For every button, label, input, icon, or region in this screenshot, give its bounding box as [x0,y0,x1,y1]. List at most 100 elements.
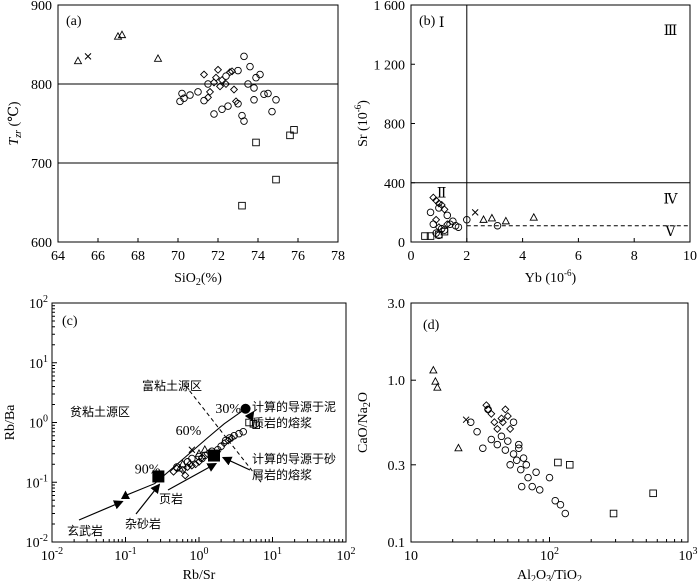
panel-label: (d) [423,318,440,333]
data-point-circle [426,208,435,217]
tick-label: 66 [91,249,105,264]
tick-label: 72 [211,249,225,264]
data-point-cross [84,52,92,60]
tick-label: 70 [171,249,185,264]
tick-label: 64 [51,249,65,264]
tick-label: 900 [31,0,52,14]
tick-label: 400 [384,177,405,192]
data-point-circle [463,216,471,224]
data-point-diamond [490,418,499,427]
data-point-triangle [153,53,163,62]
annotation-clay-rich: 富粘土源区 [142,378,202,393]
x-axis-label: Yb (10-6) [525,268,577,286]
data-point-triangle [529,212,539,221]
data-point-filled-square [152,470,165,483]
data-point-square [426,232,435,240]
data-point-circle [532,468,540,476]
tick-label: 0 [408,249,415,264]
data-point-circle [198,454,206,463]
data-point-circle [479,444,487,452]
region-label: Ⅰ [439,16,445,31]
percent-label: 60% [176,424,202,439]
data-point-diamond [172,464,181,473]
data-point-square [286,131,294,140]
data-point-circle [556,500,565,509]
data-point-circle [493,440,502,449]
data-point-circle [256,70,264,79]
data-point-diamond [181,471,190,480]
data-point-square [421,232,429,240]
data-point-circle [173,463,181,471]
panel-c: 10-210-2 10-1 10-1 100 100 101 101 102 102 (c) 90%… [3,294,356,581]
arrow-shale [167,462,218,491]
data-point-circle [240,52,248,61]
tick-label: 101 [29,354,48,372]
data-point-triangle [433,382,442,391]
arrow-greywacke [135,483,161,515]
data-point-circle [466,418,475,426]
data-point-circle [509,450,518,458]
tick-label: 103 [679,546,698,564]
tick-label: 78 [331,249,345,264]
data-point-circle [188,454,196,463]
data-point-triangle [431,376,440,385]
data-point-circle [528,482,536,491]
tick-label: 800 [31,78,52,93]
tick-label: 3.0 [388,297,406,312]
y-axis-label: Tzr (℃) [7,101,24,145]
data-point-circle [272,96,280,104]
data-point-diamond [185,460,194,469]
percent-label: 30% [215,402,241,417]
plot-frame [410,302,689,543]
arrow-basalt [78,500,124,521]
tick-label: 0.1 [388,536,406,551]
tick-label: 6 [575,249,582,264]
data-point-diamond [227,433,236,443]
data-point-circle [240,117,248,125]
tick-label: 10-2 [41,546,63,564]
data-point-circle [501,446,510,454]
data-point-triangle [117,30,127,39]
data-point-circle [515,440,523,449]
tick-label: 102 [337,546,356,564]
panel-b: 0 2 4 6 8 10 0 400 800 1 200 1 600 (b) Ⅰ Ⅱ Ⅲ Ⅳ Ⅴ Yb (10-6… [353,0,697,286]
data-point-circle [234,66,242,75]
data-point-diamond [497,414,506,423]
data-point-circle [545,473,554,482]
annotation-pelite-melt: 计算的导源于泥质岩的熔浆 [252,399,336,430]
data-point-diamond [215,82,225,91]
tick-label: 600 [31,236,52,251]
tick-label: 101 [263,546,282,564]
data-point-circle [435,204,443,212]
data-point-square [290,126,298,134]
data-point-circle [186,91,194,99]
data-point-triangle [501,216,511,225]
plot-frame [410,4,691,243]
x-axis-label: Al2O3/TiO2 [517,568,582,581]
arrow-pelite [244,410,255,422]
data-point-square [565,461,574,469]
annotation-basalt: 玄武岩 [67,523,103,538]
data-point-circle [515,444,523,452]
data-point-square [649,489,657,498]
data-point-diamond [443,220,452,229]
data-point-circle [512,456,521,465]
data-point-circle [473,428,481,436]
tick-label: 1 600 [374,0,406,14]
data-point-diamond [501,405,510,414]
data-point-circle [246,62,254,71]
tick-label: 102 [29,294,48,312]
data-point-circle [522,461,531,469]
tick-label: 8 [631,249,638,264]
data-point-circle [221,436,230,445]
data-point-circle [504,437,512,445]
data-point-circle [238,111,246,120]
data-point-square [252,138,260,147]
data-point-circle [493,221,502,230]
data-point-triangle [429,365,438,374]
tick-label: 100 [29,414,48,432]
annotation-shale: 页岩 [159,491,183,506]
data-point-circle [250,96,258,104]
data-point-diamond [493,424,502,433]
data-point-diamond [224,436,233,445]
